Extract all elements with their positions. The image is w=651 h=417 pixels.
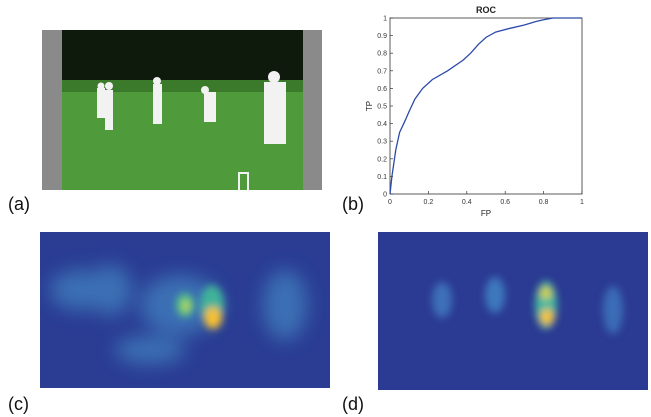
panel-label: (b) [342,194,364,214]
panel-label: (d) [342,394,364,414]
photo [42,30,322,190]
y-tick-label: 0.1 [377,174,387,181]
heatmap [378,232,648,390]
x-tick-label: 1 [580,199,584,206]
y-tick-label: 0.4 [377,121,387,128]
panel-label: (a) [8,194,30,214]
y-tick-label: 0.5 [377,104,387,111]
heatmap [40,232,330,388]
panel-label: (c) [8,394,29,414]
y-tick-label: 1 [383,16,387,23]
y-tick-label: 0.7 [377,68,387,75]
y-tick-label: 0 [383,192,387,199]
x-tick-label: 0.6 [500,199,510,206]
x-tick-label: 0 [388,199,392,206]
axes-box [389,17,583,195]
y-tick-label: 0.8 [377,51,387,58]
x-tick-label: 0.2 [424,199,434,206]
y-tick-label: 0.2 [377,156,387,163]
y-tick-label: 0.6 [377,86,387,93]
x-axis-label: FP [481,209,491,218]
x-tick-label: 0.8 [539,199,549,206]
y-axis-label: TP [365,101,374,111]
roc-chart: 0 0.1 0.2 0.3 0.4 0.5 0.6 0.7 0.8 0.9 1 0 0.2 0.4 0.6 0… [365,5,584,218]
x-tick-label: 0.4 [462,199,472,206]
y-tick-label: 0.9 [377,33,387,40]
roc-curve [389,17,582,195]
chart-title: ROC [476,5,497,15]
y-tick-label: 0.3 [377,139,387,146]
